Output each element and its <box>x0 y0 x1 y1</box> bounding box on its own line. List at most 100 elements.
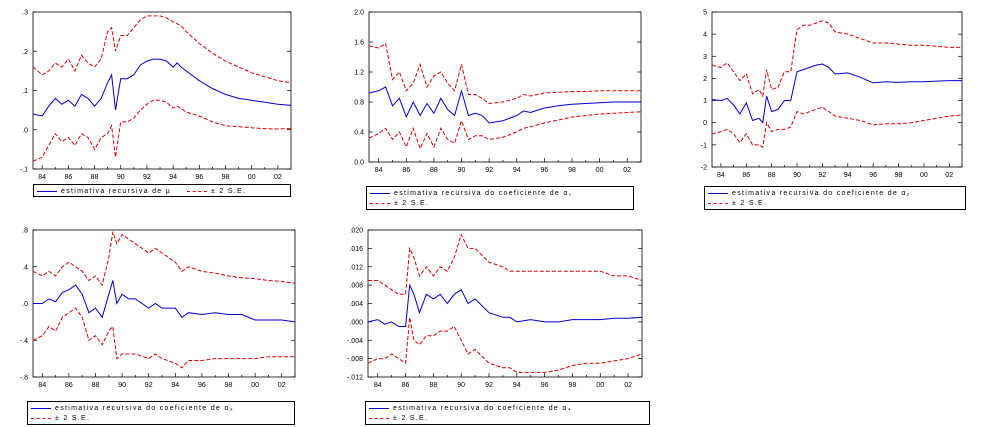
y-tick-label: .0 <box>22 301 28 308</box>
y-tick-label: 0.4 <box>354 130 364 137</box>
x-tick-label: 00 <box>596 382 604 389</box>
x-tick-label: 02 <box>945 172 953 179</box>
x-tick-label: 94 <box>844 172 852 179</box>
estimate-line <box>368 86 641 124</box>
legend-label: ± 2 S.E. <box>732 199 768 207</box>
x-tick-label: 96 <box>540 167 548 174</box>
x-tick-label: 86 <box>64 174 72 181</box>
x-tick-label: 02 <box>278 382 286 389</box>
x-tick-label: 92 <box>145 382 153 389</box>
x-tick-label: 86 <box>402 382 410 389</box>
plot-frame <box>32 229 296 378</box>
x-tick-label: 88 <box>92 382 100 389</box>
estimate-line <box>33 280 296 323</box>
x-tick-label: 84 <box>375 167 383 174</box>
legend-item-se: ± 2 S.E. <box>369 413 646 423</box>
x-tick-label: 86 <box>402 167 410 174</box>
x-tick-label: 00 <box>596 167 604 174</box>
estimate-line <box>711 63 962 124</box>
lower-band-line <box>368 111 642 150</box>
y-tick-label: .0 <box>22 127 28 134</box>
upper-band-line <box>711 20 962 98</box>
x-tick-label: 00 <box>248 174 256 181</box>
x-tick-label: 88 <box>91 174 99 181</box>
x-tick-label: 98 <box>222 174 230 181</box>
legend-swatch-solid <box>31 407 51 409</box>
y-tick-label: .4 <box>22 264 28 271</box>
upper-band-line <box>368 233 643 295</box>
y-tick-label: 2.0 <box>354 10 364 17</box>
x-tick-label: 84 <box>717 172 725 179</box>
x-tick-label: 98 <box>895 172 903 179</box>
y-tick-label: .008 <box>349 283 363 290</box>
x-tick-label: 90 <box>457 382 465 389</box>
legend-swatch-dashed <box>187 190 208 192</box>
legend-chart-4: estimativa recursiva do coeficiente de α… <box>27 401 295 425</box>
x-tick-label: 96 <box>198 382 206 389</box>
estimate-line <box>32 58 292 117</box>
x-tick-label: 88 <box>429 382 437 389</box>
y-tick-label: .000 <box>349 319 363 326</box>
x-tick-label: 94 <box>513 167 521 174</box>
x-tick-label: 88 <box>768 172 776 179</box>
legend-swatch-dashed <box>370 202 390 204</box>
x-tick-label: 84 <box>38 382 46 389</box>
upper-band-line <box>32 231 296 287</box>
legend-item-estimate: estimativa recursiva do coeficiente de α… <box>708 188 962 198</box>
y-tick-label: 1.2 <box>354 70 364 77</box>
legend-label: estimativa recursiva do coeficiente de α… <box>55 404 234 412</box>
legend-item-estimate: estimativa recursiva do coeficiente de α… <box>370 188 630 198</box>
x-tick-label: 02 <box>623 167 631 174</box>
legend-swatch-dashed <box>369 417 389 419</box>
x-tick-label: 02 <box>624 382 632 389</box>
legend-chart-2: estimativa recursiva do coeficiente de α… <box>366 186 634 210</box>
y-tick-label: 1 <box>703 98 707 105</box>
legend-swatch-solid <box>708 192 728 194</box>
upper-band-line <box>32 15 292 84</box>
legend-label: ± 2 S.E. <box>393 414 429 422</box>
x-tick-label: 96 <box>869 172 877 179</box>
y-tick-label: .1 <box>22 88 28 95</box>
legend-item-se: ± 2 S.E. <box>31 413 291 423</box>
y-tick-label: -.4 <box>20 338 28 345</box>
plot-frame <box>368 11 642 163</box>
x-tick-label: 92 <box>485 382 493 389</box>
x-tick-label: 86 <box>65 382 73 389</box>
y-tick-label: 2 <box>703 76 707 83</box>
legend-swatch-solid <box>370 192 390 194</box>
x-tick-label: 00 <box>251 382 259 389</box>
legend-item-se: ± 2 S.E. <box>708 198 962 208</box>
x-tick-label: 98 <box>568 167 576 174</box>
legend-item-estimate: estimativa recursiva de μ <box>37 186 171 196</box>
legend-chart-3: estimativa recursiva do coeficiente de α… <box>704 186 966 210</box>
y-tick-label: 4 <box>703 32 707 39</box>
x-tick-label: 92 <box>485 167 493 174</box>
y-tick-label: .012 <box>349 264 363 271</box>
y-tick-label: 5 <box>703 10 707 17</box>
y-tick-label: -.008 <box>347 356 363 363</box>
y-tick-label: -.012 <box>347 375 363 382</box>
legend-swatch-dashed <box>708 202 728 204</box>
lower-band-line <box>367 317 643 373</box>
y-tick-label: 0.0 <box>354 160 364 167</box>
y-tick-label: .2 <box>22 49 28 56</box>
x-tick-label: 96 <box>541 382 549 389</box>
legend-label: ± 2 S.E. <box>55 414 91 422</box>
legend-label: estimativa recursiva de μ <box>61 187 172 195</box>
x-tick-label: 94 <box>171 382 179 389</box>
legend-item-se: ± 2 S.E. <box>370 198 630 208</box>
x-tick-label: 88 <box>430 167 438 174</box>
x-tick-label: 90 <box>793 172 801 179</box>
x-tick-label: 96 <box>195 174 203 181</box>
x-tick-label: 98 <box>569 382 577 389</box>
y-tick-label: -.8 <box>20 375 28 382</box>
x-tick-label: 90 <box>458 167 466 174</box>
x-tick-label: 02 <box>274 174 282 181</box>
legend-label: estimativa recursiva do coeficiente de α… <box>732 189 911 197</box>
y-tick-label: .020 <box>349 228 363 235</box>
estimate-line <box>367 283 643 327</box>
x-tick-label: 90 <box>117 174 125 181</box>
legend-label: ± 2 S.E. <box>211 187 247 195</box>
legend-swatch-dashed <box>31 417 51 419</box>
legend-item-estimate: estimativa recursiva do coeficiente de α… <box>369 403 646 413</box>
